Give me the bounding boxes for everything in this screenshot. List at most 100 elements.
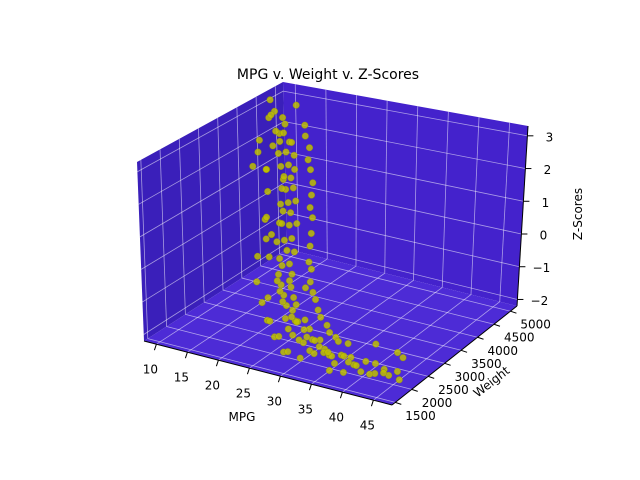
data-point [275, 332, 283, 340]
grid-line-y [178, 138, 186, 315]
data-point [301, 121, 309, 129]
data-point [278, 262, 286, 270]
y-tick-label: 4000 [488, 344, 519, 358]
data-point [306, 204, 314, 212]
x-tick-label: 20 [205, 379, 220, 393]
data-point [266, 96, 274, 104]
data-point [288, 234, 296, 242]
x-tick-mark [215, 360, 219, 367]
data-point [290, 294, 298, 302]
grid-line-x [384, 100, 388, 274]
data-point [304, 156, 312, 164]
grid-line-y [147, 338, 396, 403]
data-point [262, 235, 270, 243]
x-tick-mark [153, 344, 157, 351]
data-point [278, 185, 286, 193]
x-tick-label: 35 [298, 403, 313, 417]
y-tick-mark [411, 388, 418, 392]
data-point [340, 352, 348, 360]
grid-line-x [355, 95, 357, 267]
grid-line-x [441, 111, 449, 288]
y-tick-mark [477, 336, 484, 340]
data-point [293, 318, 301, 326]
data-point [285, 221, 293, 229]
data-point [284, 348, 292, 356]
data-point [394, 349, 402, 357]
x-tick-mark [308, 384, 312, 391]
x-tick-mark [246, 368, 250, 375]
data-point [278, 220, 286, 228]
grid-line-z [143, 242, 288, 335]
data-point [307, 265, 315, 273]
data-point [393, 368, 401, 376]
data-point [334, 337, 342, 345]
y-tick-label: 3000 [455, 370, 486, 384]
x-tick-label: 40 [329, 411, 344, 425]
floor-pane [144, 249, 517, 405]
data-point [311, 337, 319, 345]
grid-line-x [499, 122, 511, 302]
data-point [280, 172, 288, 180]
y-tick-mark [510, 310, 517, 314]
axis-lines [143, 125, 529, 406]
data-point [286, 260, 294, 268]
data-point [264, 187, 272, 195]
grid-line-z [283, 121, 526, 169]
z-tick-label: −2 [531, 294, 549, 308]
data-point [279, 298, 287, 306]
grid-line-z [139, 151, 285, 238]
data-point [267, 111, 275, 119]
x-tick-label: 25 [236, 387, 251, 401]
data-point [302, 284, 310, 292]
data-point [273, 277, 281, 285]
grid-line-x [342, 294, 472, 393]
grid-line-y [140, 159, 149, 339]
data-point [307, 166, 315, 174]
grid-line-z [138, 121, 285, 205]
data-point [371, 360, 379, 368]
data-point [325, 367, 333, 375]
grid-line-y [204, 301, 445, 364]
x-tick-label: 30 [267, 395, 282, 409]
data-point [264, 294, 272, 302]
data-point [280, 129, 288, 137]
data-point [296, 354, 304, 362]
data-point [292, 301, 300, 309]
data-point [263, 213, 271, 221]
grid-line-y [255, 96, 262, 266]
data-point [299, 339, 307, 347]
grid-line-z [140, 181, 286, 270]
data-point [306, 242, 314, 250]
x-axis-line [143, 340, 393, 406]
y-axis-line [391, 305, 518, 406]
data-point [344, 358, 352, 366]
data-point [292, 197, 300, 205]
data-point [249, 162, 257, 170]
x-tick-mark [339, 392, 343, 399]
back-wall-pane [283, 82, 528, 306]
data-point [300, 326, 308, 334]
data-point [306, 278, 314, 286]
grid-line-x [249, 272, 385, 369]
left-wall-pane [137, 82, 287, 341]
data-point [309, 288, 317, 296]
x-tick-mark [277, 376, 281, 383]
grid-line-y [236, 107, 243, 279]
y-tick-label: 4500 [504, 331, 535, 345]
grid-line-x [218, 265, 357, 361]
data-point [352, 362, 360, 370]
data-point [287, 174, 295, 182]
y-tick-label: 2000 [422, 396, 453, 410]
data-point [283, 246, 291, 254]
data-point [309, 214, 317, 222]
x-tick-label: 45 [360, 419, 375, 433]
data-point [274, 149, 282, 157]
data-point [307, 229, 315, 237]
y-tick-mark [493, 323, 501, 327]
grid-line-x [470, 117, 480, 295]
chart-title: MPG v. Weight v. Z-Scores [237, 67, 419, 83]
z-tick-label: 2 [544, 163, 552, 177]
grid-line-y [166, 326, 412, 390]
data-point [284, 199, 292, 207]
data-point [276, 287, 284, 295]
